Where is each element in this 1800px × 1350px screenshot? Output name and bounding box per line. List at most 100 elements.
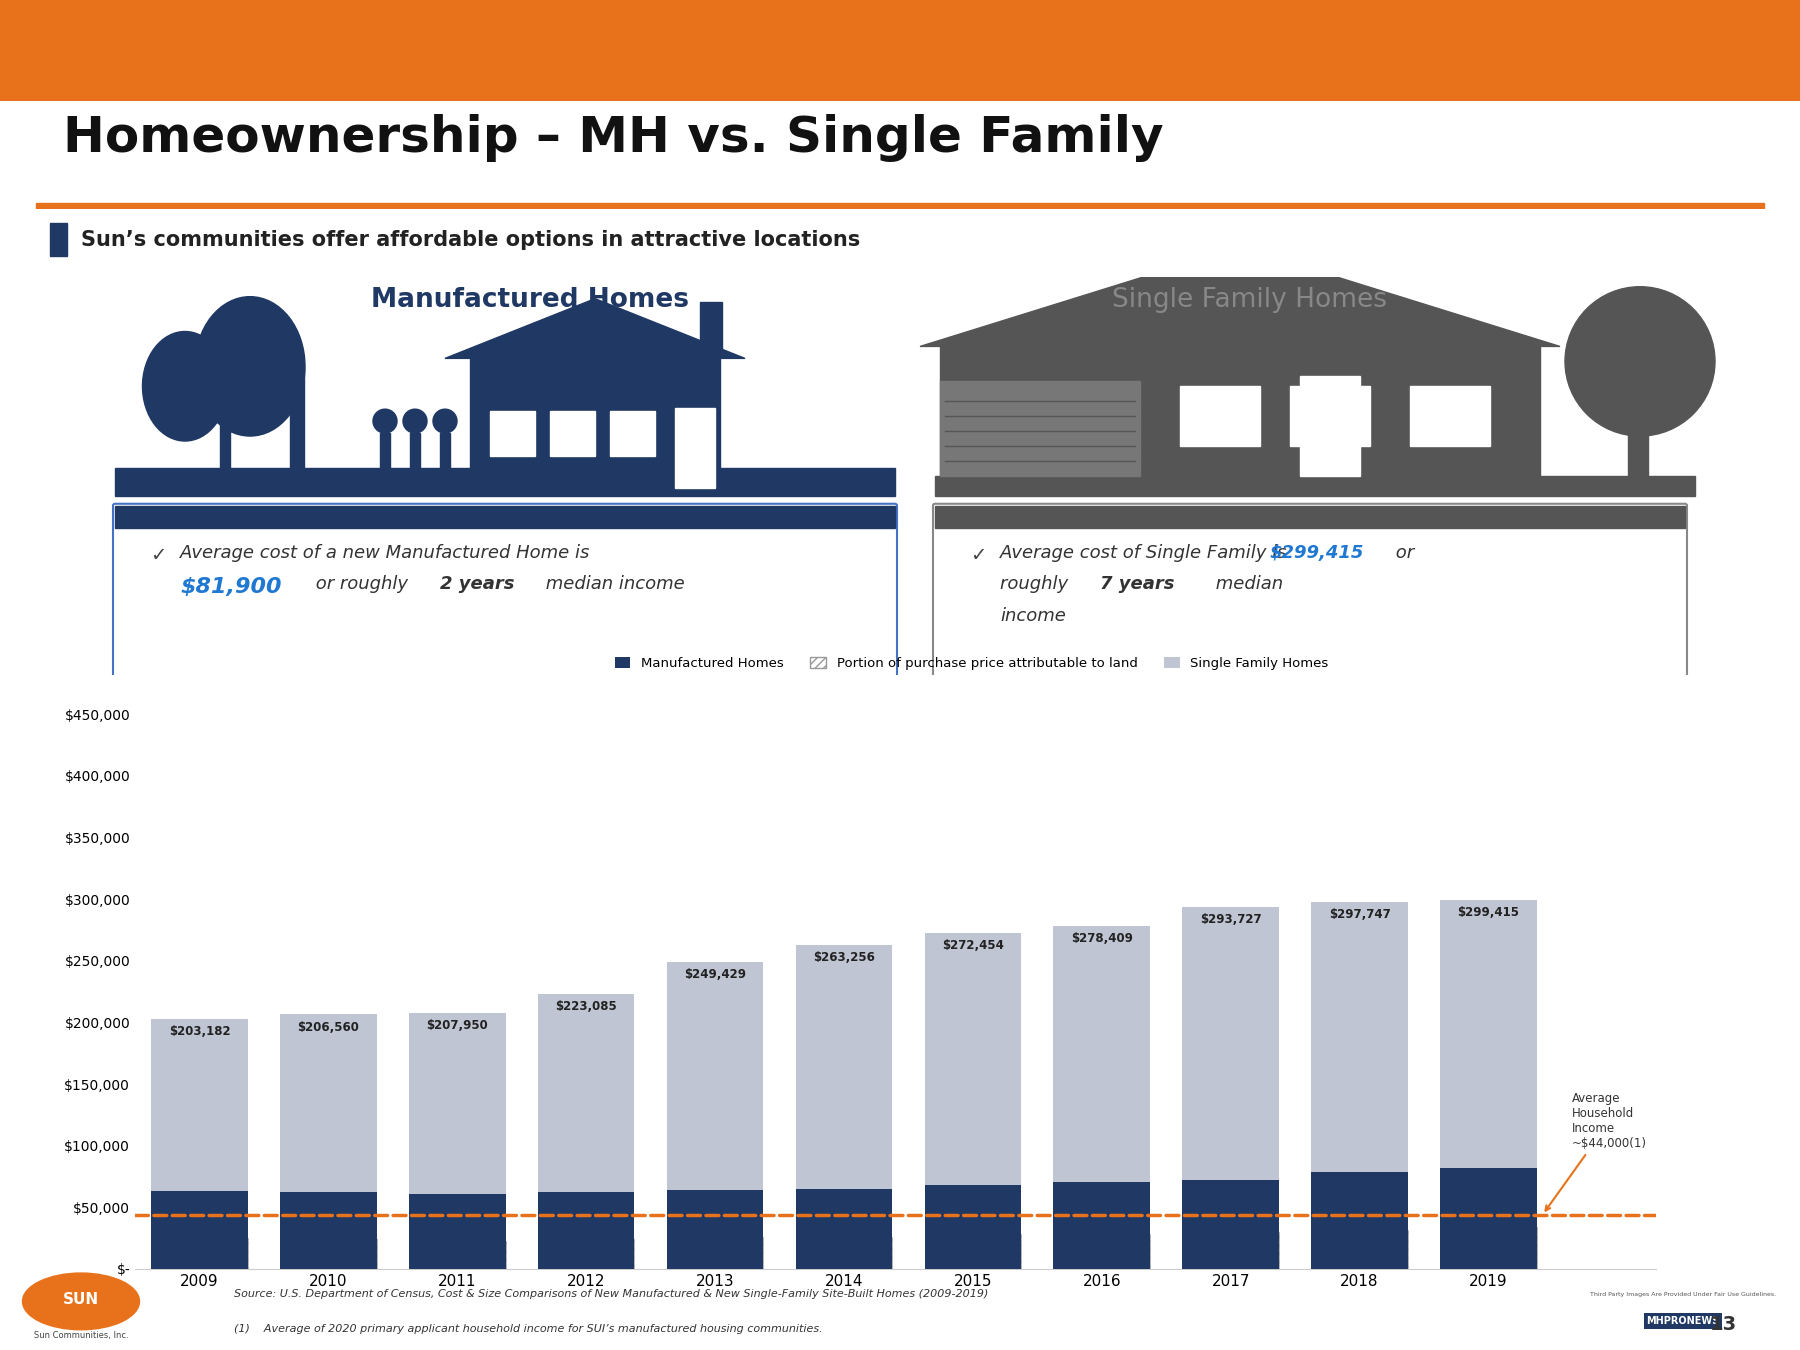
Text: 2 years: 2 years: [439, 575, 515, 594]
Text: ✓: ✓: [970, 545, 986, 564]
Text: $249,429: $249,429: [684, 968, 745, 980]
Bar: [1300, 377, 1361, 477]
Bar: [538, 1192, 634, 1269]
Text: ✓: ✓: [149, 545, 166, 564]
Bar: [666, 961, 763, 1269]
Text: Sun Communities, Inc.: Sun Communities, Inc.: [34, 1331, 128, 1341]
Bar: [1183, 1233, 1280, 1269]
Text: median: median: [1210, 575, 1283, 594]
Polygon shape: [445, 298, 745, 358]
Bar: [409, 1195, 506, 1269]
Bar: [470, 358, 720, 487]
Bar: [796, 945, 893, 1269]
Bar: [1183, 907, 1280, 1269]
Text: income: income: [1001, 608, 1066, 625]
Circle shape: [434, 409, 457, 433]
Text: $206,560: $206,560: [297, 1021, 360, 1034]
Bar: [610, 412, 655, 456]
Text: Third Party Images Are Provided Under Fair Use Guidelines.: Third Party Images Are Provided Under Fa…: [1589, 1292, 1777, 1297]
FancyBboxPatch shape: [113, 504, 896, 676]
Bar: [1627, 362, 1649, 477]
Text: $65,30: $65,30: [839, 1206, 850, 1245]
Text: or: or: [1390, 544, 1415, 562]
Text: Manufactured Homes: Manufactured Homes: [371, 286, 689, 313]
Text: $293,727: $293,727: [1201, 913, 1262, 926]
Text: Single Family Homes: Single Family Homes: [1112, 286, 1388, 313]
Bar: [1053, 926, 1150, 1269]
Text: $299,415: $299,415: [1271, 544, 1364, 562]
Text: $81,900: $81,900: [1483, 1191, 1494, 1238]
Bar: [290, 369, 304, 487]
Bar: [380, 433, 391, 468]
Bar: [1310, 1230, 1408, 1269]
Bar: [940, 347, 1541, 477]
Text: $272,454: $272,454: [941, 940, 1004, 952]
Bar: [410, 433, 419, 468]
Bar: [675, 408, 715, 487]
Text: median income: median income: [540, 575, 684, 594]
Text: (1)    Average of 2020 primary applicant household income for SUI’s manufactured: (1) Average of 2020 primary applicant ho…: [234, 1324, 823, 1334]
Text: $263,256: $263,256: [814, 950, 875, 964]
Bar: [1053, 1183, 1150, 1269]
Bar: [551, 412, 596, 456]
Bar: [151, 1191, 248, 1269]
Bar: [538, 1239, 634, 1269]
Legend: Manufactured Homes, Portion of purchase price attributable to land, Single Famil: Manufactured Homes, Portion of purchase …: [610, 652, 1334, 675]
Bar: [1183, 1180, 1280, 1269]
Bar: [439, 433, 450, 468]
Bar: [490, 412, 535, 456]
Bar: [151, 1018, 248, 1269]
Text: $62,20: $62,20: [581, 1207, 590, 1247]
Bar: [1440, 1227, 1537, 1269]
Bar: [934, 477, 1696, 495]
Text: $68,00: $68,00: [968, 1203, 977, 1243]
Text: $299,415: $299,415: [1458, 906, 1519, 919]
Bar: [1409, 386, 1490, 446]
Bar: [1310, 902, 1408, 1269]
Bar: [1181, 386, 1260, 446]
Bar: [281, 1239, 376, 1269]
Bar: [934, 506, 1685, 528]
Bar: [1584, 1277, 1782, 1346]
Text: $64,00: $64,00: [709, 1206, 720, 1246]
Bar: [666, 1191, 763, 1269]
Bar: [36, 202, 1764, 209]
Bar: [409, 1012, 506, 1269]
Bar: [796, 1188, 893, 1269]
Bar: [1053, 1234, 1150, 1269]
Text: Average cost of a new Manufactured Home is: Average cost of a new Manufactured Home …: [180, 544, 590, 562]
Text: or roughly: or roughly: [310, 575, 414, 594]
Text: $203,182: $203,182: [169, 1025, 230, 1038]
Circle shape: [403, 409, 427, 433]
Text: $63,10: $63,10: [194, 1207, 205, 1246]
Text: roughly: roughly: [1001, 575, 1075, 594]
FancyBboxPatch shape: [932, 504, 1687, 676]
Text: Homeownership – MH vs. Single Family: Homeownership – MH vs. Single Family: [63, 115, 1163, 162]
Text: $81,900: $81,900: [180, 578, 281, 598]
Bar: [925, 1234, 1021, 1269]
Text: $70,60: $70,60: [1096, 1202, 1107, 1242]
Ellipse shape: [194, 297, 304, 436]
Text: SUN: SUN: [63, 1292, 99, 1307]
Bar: [409, 1241, 506, 1269]
Bar: [940, 381, 1139, 477]
Bar: [281, 1192, 376, 1269]
Bar: [796, 1237, 893, 1269]
Text: $78,50: $78,50: [1355, 1196, 1364, 1237]
Ellipse shape: [142, 332, 227, 441]
Bar: [1291, 386, 1370, 446]
Text: $278,409: $278,409: [1071, 931, 1132, 945]
Text: Average cost of Single Family is: Average cost of Single Family is: [1001, 544, 1292, 562]
Bar: [1440, 1168, 1537, 1269]
Text: Average
Household
Income
~$44,000(1): Average Household Income ~$44,000(1): [1546, 1092, 1647, 1211]
Bar: [115, 468, 895, 495]
Text: $297,747: $297,747: [1328, 909, 1390, 921]
Bar: [700, 301, 722, 351]
Bar: [115, 506, 895, 528]
Circle shape: [373, 409, 398, 433]
Bar: [281, 1014, 376, 1269]
Text: 13: 13: [1710, 1315, 1737, 1334]
Text: Sun’s communities offer affordable options in attractive locations: Sun’s communities offer affordable optio…: [81, 230, 860, 250]
Ellipse shape: [22, 1273, 140, 1330]
Bar: [666, 1237, 763, 1269]
